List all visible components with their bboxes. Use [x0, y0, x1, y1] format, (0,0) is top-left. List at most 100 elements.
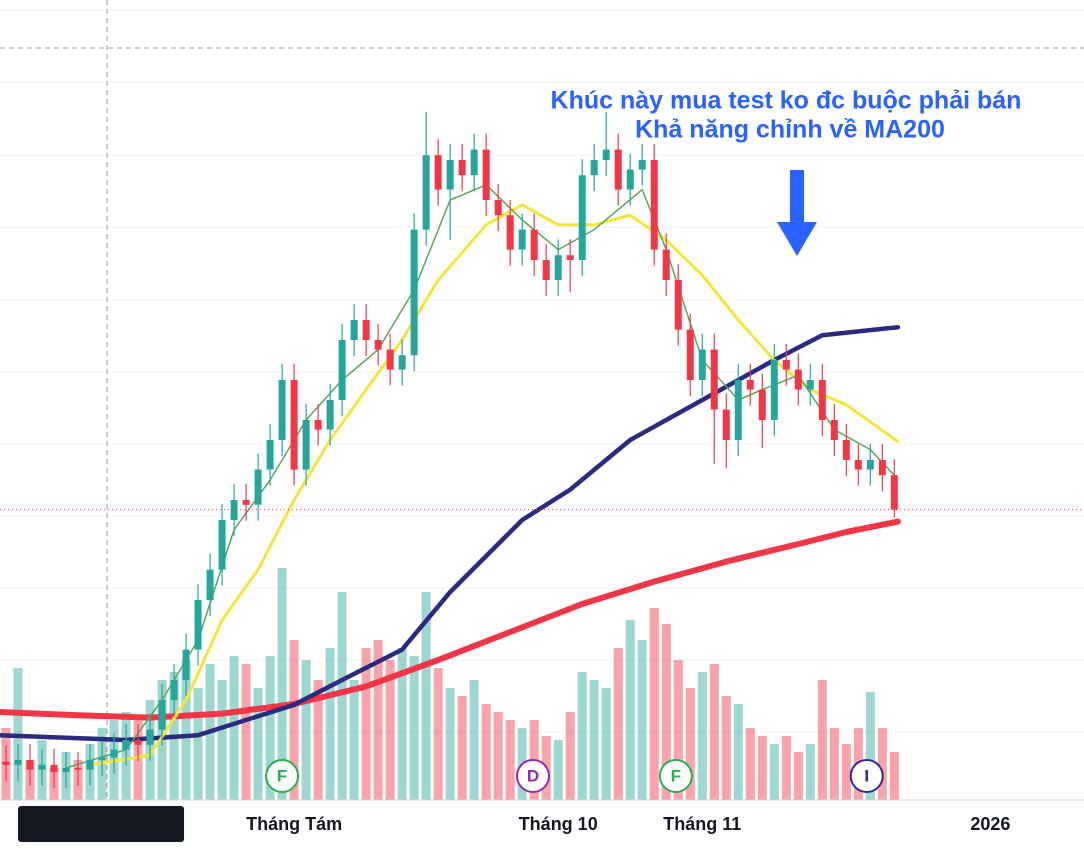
candle-body	[158, 700, 166, 730]
candle-body	[278, 380, 286, 440]
event-marker	[849, 759, 884, 793]
candle-body	[686, 329, 694, 380]
candle-body	[758, 389, 766, 420]
volume-bar	[433, 668, 443, 800]
candle-body	[134, 740, 142, 745]
volume-bar	[877, 728, 887, 800]
candle-body	[326, 400, 334, 430]
volume-bar	[793, 752, 803, 800]
candle-body	[602, 149, 610, 160]
volume-bar	[397, 648, 407, 800]
candle-body	[698, 349, 706, 380]
candle-body	[50, 764, 58, 772]
volume-bar	[889, 752, 899, 800]
volume-bar	[625, 620, 635, 800]
volume-bar	[289, 640, 299, 800]
volume-bar	[697, 672, 707, 800]
volume-bar	[313, 680, 323, 800]
x-tick-label: Tháng 11	[663, 814, 741, 834]
volume-bar	[457, 696, 467, 800]
candle-body	[422, 155, 430, 230]
candle-body	[506, 215, 514, 250]
grid	[0, 9, 1084, 733]
candle-body	[866, 460, 874, 470]
candle-body	[374, 340, 382, 350]
volume-bar	[721, 696, 731, 800]
event-marker	[265, 759, 300, 793]
candle-body	[662, 249, 670, 280]
volume-bar	[241, 664, 251, 800]
candle-body	[350, 320, 358, 340]
candle-body	[890, 475, 898, 510]
volume-bar	[277, 568, 287, 800]
candle-body	[734, 380, 742, 440]
candle-body	[290, 380, 298, 470]
candle-body	[206, 569, 214, 600]
volume-bar	[253, 688, 263, 800]
volume-bar	[781, 736, 791, 800]
volume-bar	[481, 704, 491, 800]
volume-bar	[301, 660, 311, 800]
candle-body	[302, 420, 310, 470]
candle-body	[254, 469, 262, 505]
candle-body	[674, 280, 682, 330]
volume-bar	[841, 744, 851, 800]
candle-body	[242, 500, 250, 505]
candle-body	[218, 520, 226, 570]
volume-bar	[193, 688, 203, 800]
candle-body	[362, 320, 370, 340]
volume-bar	[685, 688, 695, 800]
volume-bar	[613, 648, 623, 800]
candle-body	[434, 155, 442, 190]
volume-bar	[217, 680, 227, 800]
candle-body	[38, 764, 46, 770]
moving-average	[88, 203, 900, 767]
volume-bar	[325, 648, 335, 800]
candle-body	[518, 229, 526, 250]
candle-body	[482, 149, 490, 200]
candle-body	[86, 760, 94, 770]
candle-body	[614, 149, 622, 190]
annotation: Khả năng chỉnh về MA200	[635, 116, 945, 144]
volume-bar	[745, 728, 755, 800]
candle-body	[878, 460, 886, 476]
candle-layer	[2, 112, 898, 788]
volume-bar	[361, 648, 371, 800]
candle-body	[710, 349, 718, 410]
candle-body	[806, 380, 814, 390]
volume-bar	[661, 624, 671, 800]
candle-body	[386, 349, 394, 370]
candle-body	[794, 369, 802, 390]
volume-bar	[469, 680, 479, 800]
volume-bar	[865, 692, 875, 800]
arrow	[777, 170, 817, 256]
x-axis-labels: 23 Tháng 6 '25 Tháng Tám Tháng 10 Tháng 11 2…	[18, 806, 1010, 842]
x-tick-label: Tháng Tám	[246, 814, 342, 834]
candle-body	[746, 380, 754, 390]
candle-body	[410, 229, 418, 356]
volume-bar	[349, 680, 359, 800]
volume-bar	[649, 608, 659, 800]
volume-bar	[637, 640, 647, 800]
volume-bar	[565, 712, 575, 800]
volume-bar	[229, 656, 239, 800]
candle-body	[554, 255, 562, 280]
candle-body	[110, 749, 118, 758]
volume-bar	[577, 672, 587, 800]
candle-body	[194, 600, 202, 650]
candle-body	[722, 409, 730, 440]
candle-body	[398, 355, 406, 370]
event-label: F	[671, 766, 681, 785]
candle-body	[854, 460, 862, 470]
candle-body	[146, 729, 154, 745]
candle-body	[314, 420, 322, 430]
volume-bar	[409, 656, 419, 800]
candle-body	[2, 761, 10, 765]
x-tick-label: Tháng 10	[519, 814, 598, 834]
volume-bar	[817, 680, 827, 800]
candle-body	[122, 740, 130, 750]
event-marker	[515, 759, 550, 793]
candle-body	[830, 420, 838, 440]
